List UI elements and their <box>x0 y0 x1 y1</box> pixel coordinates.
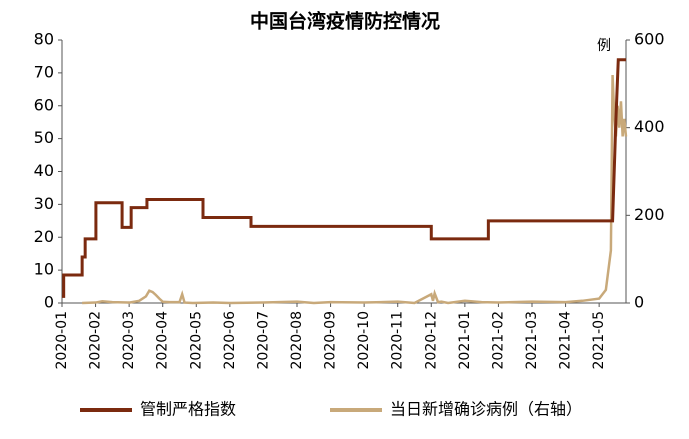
x-tick-label: 2020-05 <box>188 311 204 370</box>
x-tick-label: 2020-07 <box>255 311 271 370</box>
legend-label: 管制严格指数 <box>140 400 236 419</box>
x-tick-label: 2021-04 <box>558 311 574 370</box>
x-tick-label: 2021-02 <box>490 311 506 370</box>
y2-axis-label: 例 <box>597 38 611 54</box>
y-tick-label: 0 <box>44 293 54 312</box>
x-tick-label: 2021-03 <box>524 311 540 370</box>
y-tick-label: 10 <box>34 260 54 279</box>
chart-title: 中国台湾疫情防控情况 <box>250 10 440 33</box>
x-tick-label: 2020-11 <box>390 311 406 370</box>
line-series <box>62 58 626 298</box>
x-tick-label: 2020-08 <box>289 311 305 370</box>
x-tick-label: 2020-04 <box>155 311 171 370</box>
y-tick-label: 70 <box>34 62 54 81</box>
x-tick-label: 2020-09 <box>323 311 339 370</box>
legend-label: 当日新增确诊病例（右轴） <box>390 400 582 419</box>
y-tick-label: 50 <box>34 128 54 147</box>
x-tick-label: 2021-05 <box>591 311 607 370</box>
x-tick-label: 2020-06 <box>222 311 238 370</box>
y2-tick-label: 200 <box>634 205 665 224</box>
y-tick-label: 30 <box>34 194 54 213</box>
y-tick-label: 60 <box>34 95 54 114</box>
x-tick-label: 2020-03 <box>121 311 137 370</box>
y2-tick-label: 0 <box>634 293 644 312</box>
y-tick-label: 80 <box>34 30 54 49</box>
x-tick-label: 2020-01 <box>54 311 70 370</box>
y-tick-label: 40 <box>34 161 54 180</box>
x-tick-label: 2021-01 <box>457 311 473 370</box>
line-series <box>82 75 628 305</box>
y2-tick-label: 600 <box>634 30 665 49</box>
y-tick-label: 20 <box>34 227 54 246</box>
y2-tick-label: 400 <box>634 117 665 136</box>
x-tick-label: 2020-10 <box>356 311 372 370</box>
x-tick-label: 2020-02 <box>88 311 104 370</box>
x-tick-label: 2020-12 <box>423 311 439 370</box>
